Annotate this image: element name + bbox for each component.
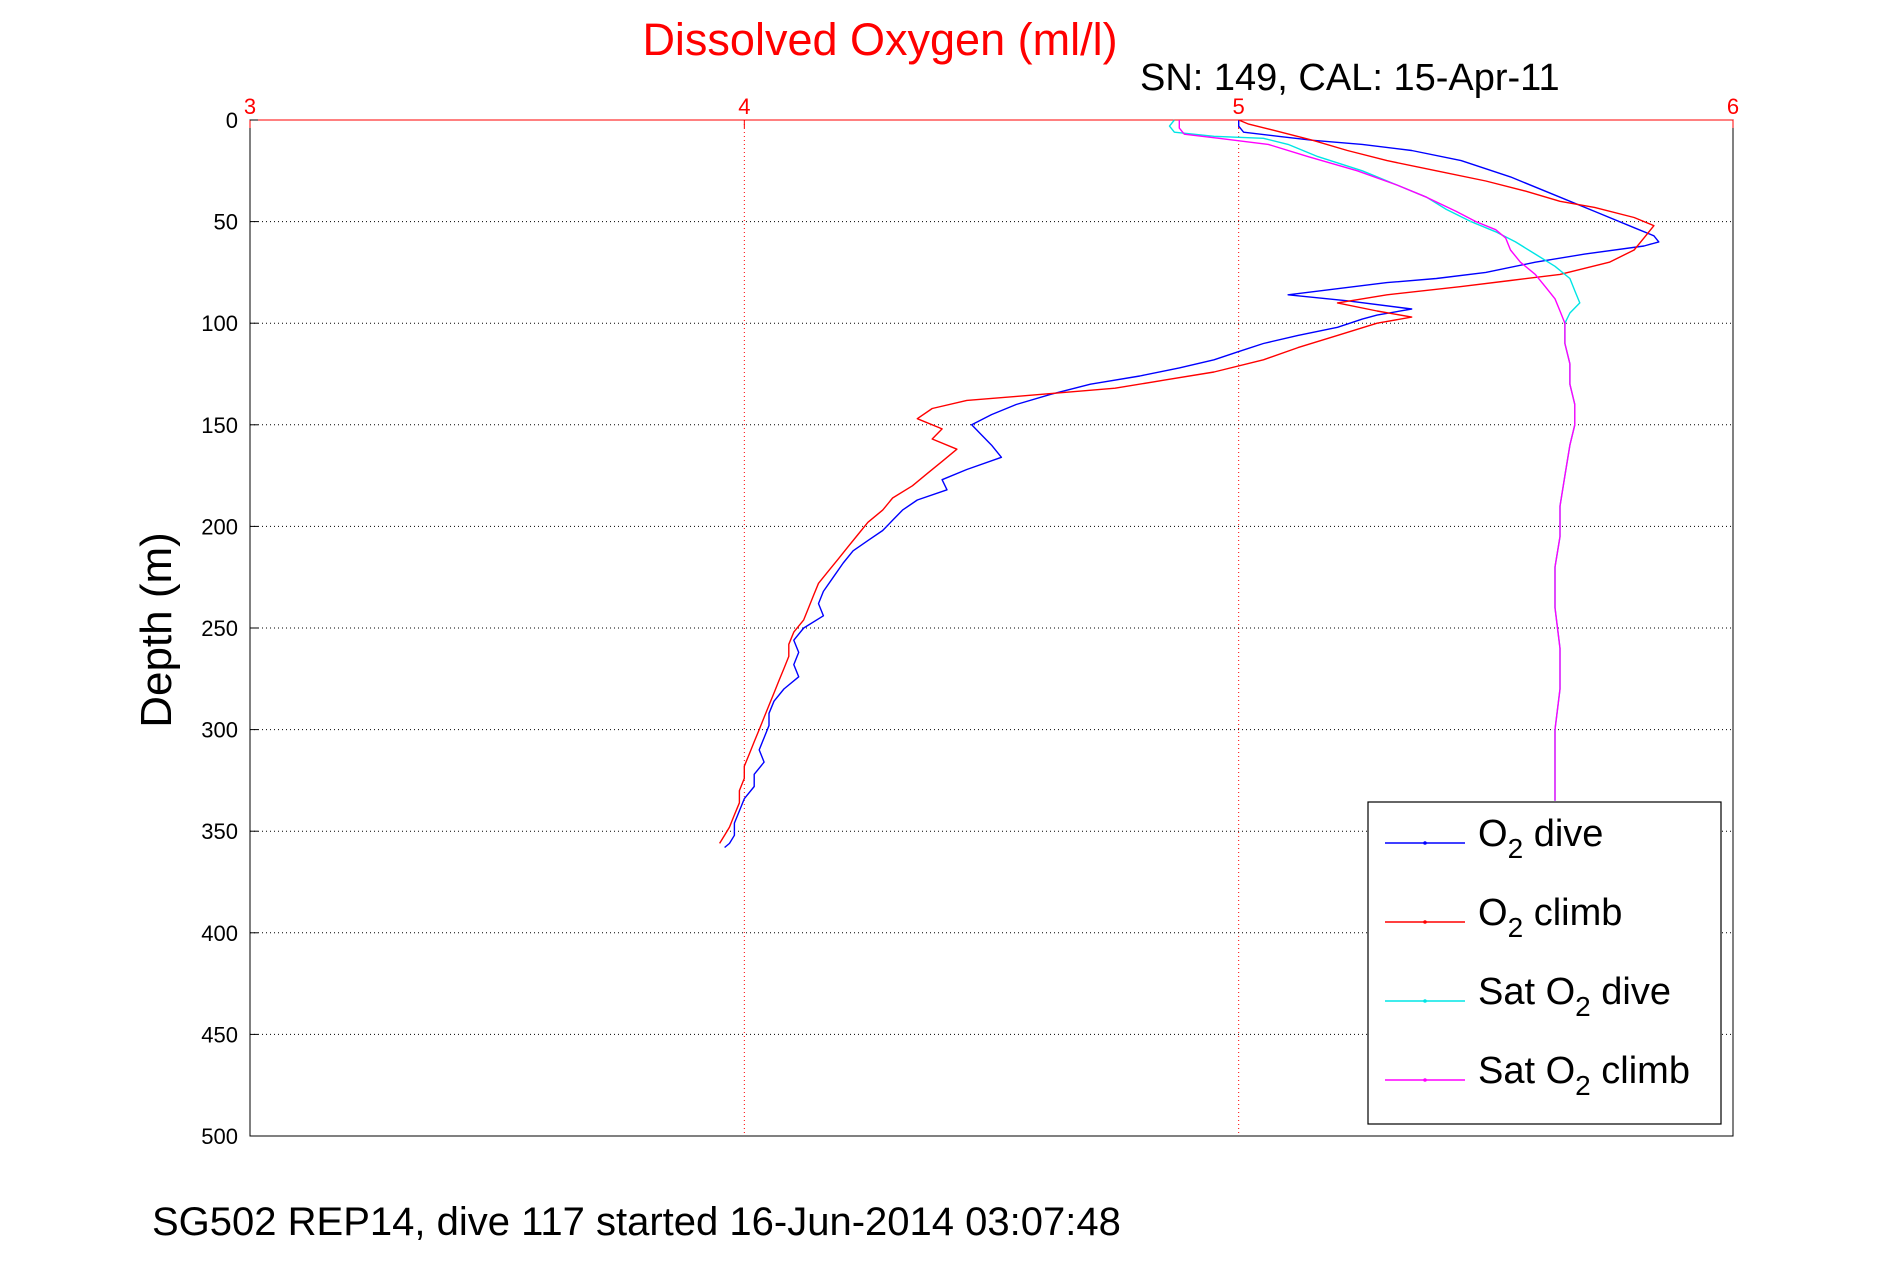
legend-label-o2_climb: O2 climb — [1478, 892, 1622, 943]
legend-label-sat_o2_climb: Sat O2 climb — [1478, 1050, 1690, 1101]
series-group — [719, 119, 1660, 849]
y-tick-label: 150 — [201, 413, 238, 438]
series-line-sat_o2_climb — [1178, 120, 1576, 801]
x-ticks: 3 4 5 6 — [244, 94, 1739, 128]
series-line-o2_dive — [724, 120, 1660, 849]
legend-marker-sat_o2_dive — [1423, 999, 1427, 1003]
y-tick-label: 450 — [201, 1022, 238, 1047]
x-tick-label: 5 — [1233, 94, 1245, 119]
x-tick-label: 3 — [244, 94, 256, 119]
y-tick-label: 350 — [201, 819, 238, 844]
y-tick-label: 300 — [201, 718, 238, 743]
y-tick-label: 100 — [201, 311, 238, 336]
y-tick-label: 400 — [201, 921, 238, 946]
y-tick-label: 250 — [201, 616, 238, 641]
chart-title: Dissolved Oxygen (ml/l) — [642, 14, 1117, 65]
y-tick-label: 500 — [201, 1124, 238, 1149]
legend-marker-o2_dive — [1423, 841, 1427, 845]
legend-box — [1367, 801, 1722, 1125]
chart-subtitle: SN: 149, CAL: 15-Apr-11 — [1140, 57, 1560, 99]
y-tick-label: 200 — [201, 514, 238, 539]
series-line-sat_o2_dive — [1168, 119, 1581, 801]
y-axis-label: Depth (m) — [132, 532, 181, 728]
x-tick-label: 4 — [738, 94, 750, 119]
y-tick-label: 50 — [214, 210, 238, 235]
legend-marker-sat_o2_climb — [1423, 1078, 1427, 1082]
legend-label-sat_o2_dive: Sat O2 dive — [1478, 971, 1671, 1022]
series-line-o2_climb — [719, 119, 1655, 844]
y-tick-label: 0 — [226, 108, 238, 133]
legend: O2 dive O2 climb Sat O2 dive Sat O2 climb — [1367, 801, 1722, 1125]
legend-label-o2_dive: O2 dive — [1478, 813, 1603, 864]
footer-caption: SG502 REP14, dive 117 started 16-Jun-201… — [152, 1200, 1121, 1244]
x-tick-label: 6 — [1727, 94, 1739, 119]
y-ticks: 0 50 100 150 200 250 300 350 400 450 500 — [201, 108, 258, 1149]
legend-marker-o2_climb — [1423, 920, 1427, 924]
